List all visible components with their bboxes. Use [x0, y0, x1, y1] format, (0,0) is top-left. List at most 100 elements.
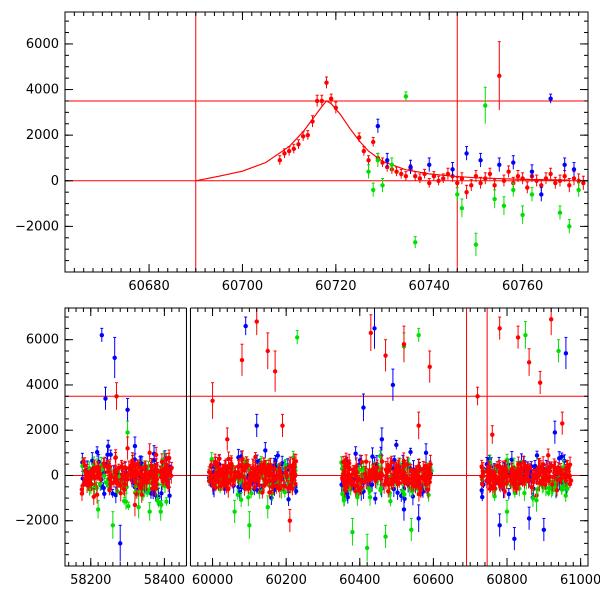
blue-data-point	[552, 430, 558, 435]
y-tick-label: 4000	[26, 378, 59, 393]
red-data-point	[328, 96, 334, 101]
blue-data-point	[263, 448, 268, 453]
red-data-point	[395, 475, 401, 480]
blue-data-point	[562, 458, 567, 464]
red-data-point	[497, 326, 502, 331]
red-data-point	[441, 176, 446, 181]
red-data-point	[276, 474, 282, 479]
green-data-point	[413, 240, 418, 245]
red-data-point	[488, 472, 493, 477]
red-data-point	[254, 319, 259, 324]
blue-data-point	[254, 423, 259, 428]
red-data-point	[373, 476, 378, 481]
green-data-point	[295, 335, 300, 340]
blue-data-point	[480, 494, 485, 500]
red-data-point	[147, 450, 152, 456]
plot-area	[65, 12, 588, 272]
red-data-point	[112, 475, 118, 481]
red-data-point	[359, 479, 365, 484]
red-data-point	[230, 478, 235, 483]
x-tick-label: 60600	[413, 573, 454, 588]
red-data-point	[422, 477, 427, 483]
blue-data-point	[112, 355, 117, 360]
blue-data-point	[118, 541, 123, 546]
blue-data-point	[563, 351, 569, 356]
blue-data-point	[408, 164, 413, 170]
red-data-point	[427, 473, 433, 478]
red-data-point	[557, 178, 563, 183]
blue-data-point	[372, 326, 377, 331]
green-data-point	[147, 509, 152, 514]
red-data-point	[368, 330, 374, 336]
red-data-point	[253, 454, 258, 460]
green-data-point	[249, 490, 254, 496]
red-data-point	[154, 462, 159, 468]
x-tick-label: 60200	[265, 573, 306, 588]
red-data-point	[132, 502, 138, 508]
red-data-point	[146, 472, 151, 477]
blue-data-point	[479, 488, 484, 493]
blue-data-point	[353, 451, 358, 456]
green-data-point	[403, 94, 409, 99]
red-data-point	[112, 468, 118, 473]
red-data-point	[246, 486, 251, 492]
red-data-point	[436, 178, 441, 183]
red-data-point	[107, 487, 112, 493]
red-data-point	[363, 475, 369, 480]
red-data-point	[389, 481, 394, 487]
blue-data-point	[379, 437, 385, 442]
red-data-point	[224, 482, 229, 487]
red-data-point	[208, 474, 214, 480]
red-data-point	[401, 342, 407, 347]
green-data-point	[402, 492, 407, 497]
blue-data-point	[275, 453, 281, 458]
blue-data-point	[562, 162, 567, 168]
red-data-point	[571, 176, 577, 181]
red-data-point	[550, 482, 555, 487]
blue-data-point	[395, 490, 400, 495]
x-tick-label: 60720	[315, 279, 356, 294]
blue-data-point	[423, 450, 429, 456]
blue-data-point	[539, 192, 544, 197]
green-data-point	[380, 183, 385, 188]
y-tick-label: −2000	[15, 219, 59, 234]
blue-data-point	[102, 491, 107, 496]
red-data-point	[98, 476, 103, 482]
red-data-point	[287, 518, 293, 523]
green-data-point	[125, 430, 130, 435]
red-data-point	[340, 459, 346, 465]
red-data-point	[272, 466, 277, 471]
blue-data-point	[132, 443, 138, 449]
axis-frame	[64, 11, 589, 273]
red-data-point	[526, 465, 531, 471]
axis-frame-left	[64, 307, 187, 567]
red-data-point	[567, 183, 572, 188]
green-data-point	[102, 473, 107, 478]
red-data-point	[282, 151, 287, 156]
red-data-point	[487, 171, 493, 177]
red-data-point	[160, 478, 166, 484]
red-data-point	[208, 462, 214, 468]
blue-data-point	[103, 396, 108, 401]
green-data-point	[121, 498, 127, 504]
red-data-point	[119, 464, 124, 469]
red-data-point	[81, 482, 86, 487]
red-data-point	[236, 470, 241, 475]
blue-data-point	[159, 491, 164, 496]
green-data-point	[389, 162, 395, 168]
red-data-point	[213, 485, 218, 490]
green-data-point	[341, 498, 347, 503]
red-data-point	[418, 488, 424, 493]
red-data-point	[363, 459, 369, 464]
model-curve	[195, 100, 570, 182]
red-data-point	[394, 169, 399, 174]
green-data-point	[400, 488, 405, 494]
blue-data-point	[410, 494, 416, 499]
red-data-point	[427, 180, 432, 186]
red-data-point	[543, 176, 549, 181]
red-data-point	[497, 73, 502, 79]
red-data-point	[248, 482, 253, 487]
red-data-point	[506, 169, 511, 174]
red-data-point	[500, 476, 505, 481]
